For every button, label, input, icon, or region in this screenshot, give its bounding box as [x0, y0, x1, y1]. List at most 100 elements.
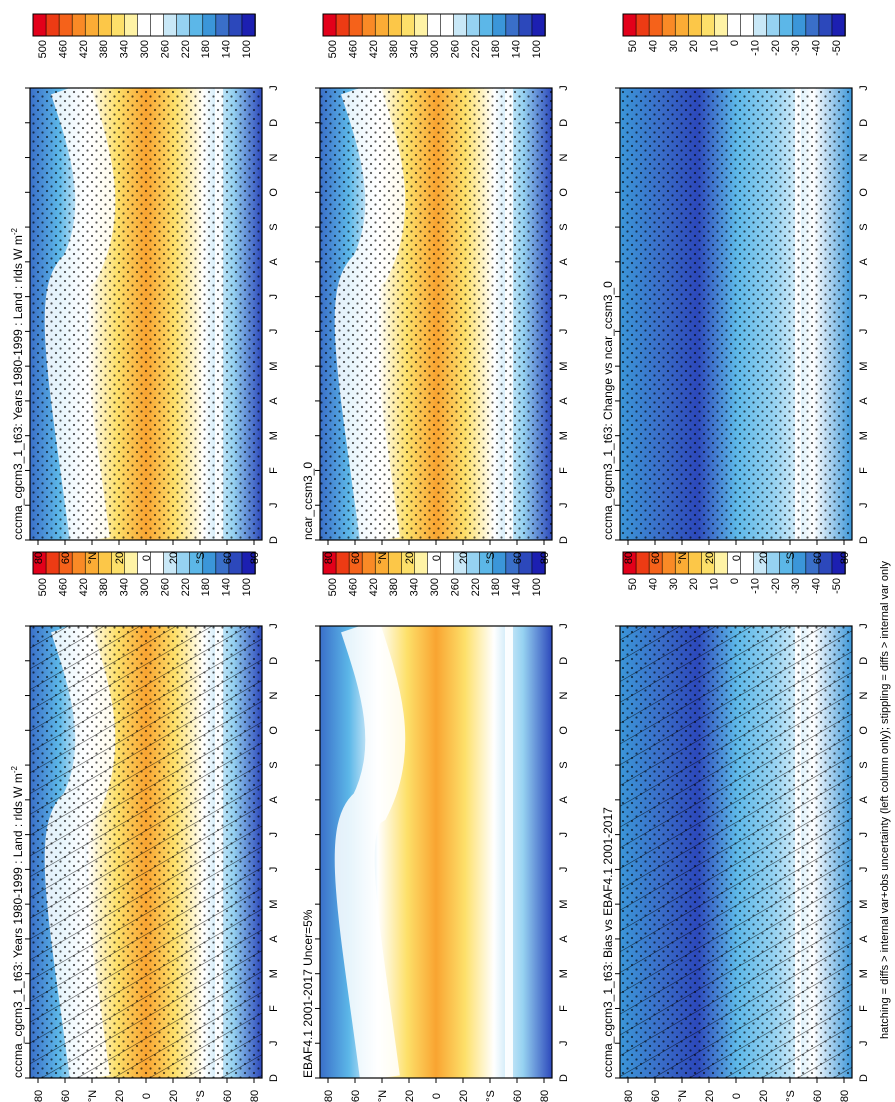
month-tick-label: S: [858, 761, 870, 768]
month-tick-label: A: [558, 935, 570, 943]
colorbar-tick-label: 260: [159, 578, 171, 596]
colorbar-swatch: [97, 551, 113, 575]
colorbar-swatch: [45, 551, 60, 575]
colorbar: 500 460 420 380 340 300 260 220 180 140 100: [322, 551, 546, 596]
lat-tick-label: 60: [650, 1090, 662, 1102]
panel-left-top: 80 60 °N 20 0 20 °S 60 80 D J F M A M J J A S O N D Jcccma_cgc…: [10, 551, 280, 1102]
colorbar-tick-label: 220: [470, 578, 482, 596]
month-tick-label: S: [268, 761, 280, 768]
colorbar-swatch: [492, 13, 507, 37]
colorbar-swatch: [831, 13, 846, 37]
colorbar-swatch: [531, 13, 546, 37]
month-tick-label: M: [268, 969, 280, 978]
colorbar-tick-label: 30: [668, 40, 680, 52]
colorbar-tick-label: 340: [119, 578, 131, 596]
colorbar-swatch: [176, 13, 191, 37]
colorbar-tick-label: 260: [159, 40, 171, 58]
month-tick-label: M: [268, 362, 280, 371]
lat-tick-label: 80: [839, 552, 851, 564]
antarctic-gap: [505, 626, 513, 1078]
month-tick-label: A: [558, 258, 570, 266]
colorbar-tick-label: 40: [647, 40, 659, 52]
month-tick-label: M: [858, 362, 870, 371]
colorbar-swatch: [71, 551, 87, 575]
month-tick-label: J: [268, 502, 280, 508]
lat-tick-label: 0: [431, 555, 443, 561]
panel-title: EBAF4.1 2001-2017 Uncer=5%: [301, 909, 315, 1078]
colorbar-swatch: [241, 13, 256, 37]
lat-tick-label: 0: [141, 555, 153, 561]
month-tick-label: A: [268, 397, 280, 405]
month-tick-label: M: [858, 969, 870, 978]
month-tick-label: D: [558, 119, 570, 127]
lat-tick-label: 20: [114, 1090, 126, 1102]
month-tick-label: J: [268, 1040, 280, 1046]
month-tick-label: J: [268, 832, 280, 838]
lat-tick-label: °S: [785, 552, 797, 564]
lat-tick-label: 20: [758, 552, 770, 564]
month-tick-label: D: [558, 536, 570, 544]
month-tick-label: N: [858, 154, 870, 162]
stippling-overlay: [620, 88, 852, 540]
colorbar-tick-label: 100: [241, 578, 253, 596]
hatching-overlay: [30, 626, 262, 1078]
lat-tick-label: 0: [731, 555, 743, 561]
colorbar-swatch: [635, 551, 650, 575]
colorbar-swatch: [401, 13, 416, 37]
colorbar-swatch: [427, 13, 442, 37]
lat-tick-label: 80: [249, 552, 261, 564]
colorbar-swatch: [124, 13, 139, 37]
month-tick-label: J: [558, 294, 570, 300]
colorbar-swatch: [387, 551, 403, 575]
colorbar-tick-label: 500: [37, 578, 49, 596]
lat-tick-label: 60: [512, 552, 524, 564]
lat-tick-label: 20: [404, 1090, 416, 1102]
colorbar-swatch: [440, 13, 455, 37]
colorbar-tick-label: 500: [327, 578, 339, 596]
colorbar: 500 460 420 380 340 300 260 220 180 140 100: [32, 551, 256, 596]
colorbar-swatch: [505, 13, 520, 37]
colorbar-swatch: [661, 13, 677, 37]
month-tick-label: N: [268, 692, 280, 700]
panel-title: cccma_cgcm3_1_t63: Bias vs EBAF4.1 2001-…: [601, 807, 615, 1078]
colorbar-tick-label: 300: [429, 578, 441, 596]
colorbar-swatch: [661, 551, 677, 575]
colorbar-tick-label: 500: [327, 40, 339, 58]
colorbar-swatch: [479, 13, 494, 37]
colorbar-swatch: [701, 13, 716, 37]
month-tick-label: A: [558, 796, 570, 804]
colorbar-tick-label: 20: [688, 40, 700, 52]
month-tick-label: J: [858, 329, 870, 335]
colorbar-swatch: [466, 13, 481, 37]
colorbar-swatch: [779, 13, 794, 37]
colorbar-tick-label: 10: [709, 40, 721, 52]
colorbar-frame: [32, 13, 256, 37]
lat-tick-label: 80: [623, 552, 635, 564]
colorbar-swatch: [215, 13, 230, 37]
month-tick-label: A: [558, 397, 570, 405]
colorbar-swatch: [414, 13, 429, 37]
colorbar-tick-label: 420: [368, 578, 380, 596]
lat-tick-label: 80: [33, 552, 45, 564]
month-tick-label: J: [858, 1040, 870, 1046]
month-tick-label: N: [558, 692, 570, 700]
colorbar-swatch: [792, 13, 807, 37]
month-tick-label: A: [858, 397, 870, 405]
colorbar-tick-label: 340: [119, 40, 131, 58]
colorbar-swatch: [32, 13, 47, 37]
colorbar-swatch: [189, 13, 204, 37]
colorbar: 500 460 420 380 340 300 260 220 180 140 100: [322, 13, 546, 58]
month-tick-label: J: [558, 502, 570, 508]
colorbar-tick-label: 460: [347, 578, 359, 596]
month-tick-label: J: [858, 294, 870, 300]
month-tick-label: M: [558, 969, 570, 978]
lat-tick-label: 60: [60, 552, 72, 564]
month-tick-label: D: [558, 1074, 570, 1082]
month-tick-label: O: [858, 188, 870, 197]
colorbar-tick-label: 180: [200, 40, 212, 58]
colorbar-tick-label: -10: [749, 578, 761, 594]
lat-tick-label: °S: [785, 1090, 797, 1102]
colorbar-tick-label: 100: [531, 578, 543, 596]
colorbar-tick-label: 300: [429, 40, 441, 58]
